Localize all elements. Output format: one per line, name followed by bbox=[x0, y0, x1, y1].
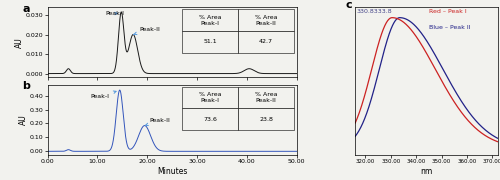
X-axis label: nm: nm bbox=[420, 167, 432, 176]
Text: Peak-II: Peak-II bbox=[146, 118, 170, 126]
Text: Blue – Peak II: Blue – Peak II bbox=[429, 25, 471, 30]
Y-axis label: AU: AU bbox=[19, 114, 28, 125]
X-axis label: Minutes: Minutes bbox=[157, 167, 187, 176]
Text: Peak-I: Peak-I bbox=[105, 11, 124, 16]
Text: 330.8333.8: 330.8333.8 bbox=[356, 9, 392, 14]
Text: b: b bbox=[22, 81, 30, 91]
Text: a: a bbox=[22, 4, 30, 14]
Text: Peak-I: Peak-I bbox=[90, 91, 116, 99]
Text: Red – Peak I: Red – Peak I bbox=[429, 9, 467, 14]
Y-axis label: AU: AU bbox=[16, 37, 24, 48]
Text: Peak-II: Peak-II bbox=[134, 27, 160, 35]
Text: c: c bbox=[345, 0, 352, 10]
